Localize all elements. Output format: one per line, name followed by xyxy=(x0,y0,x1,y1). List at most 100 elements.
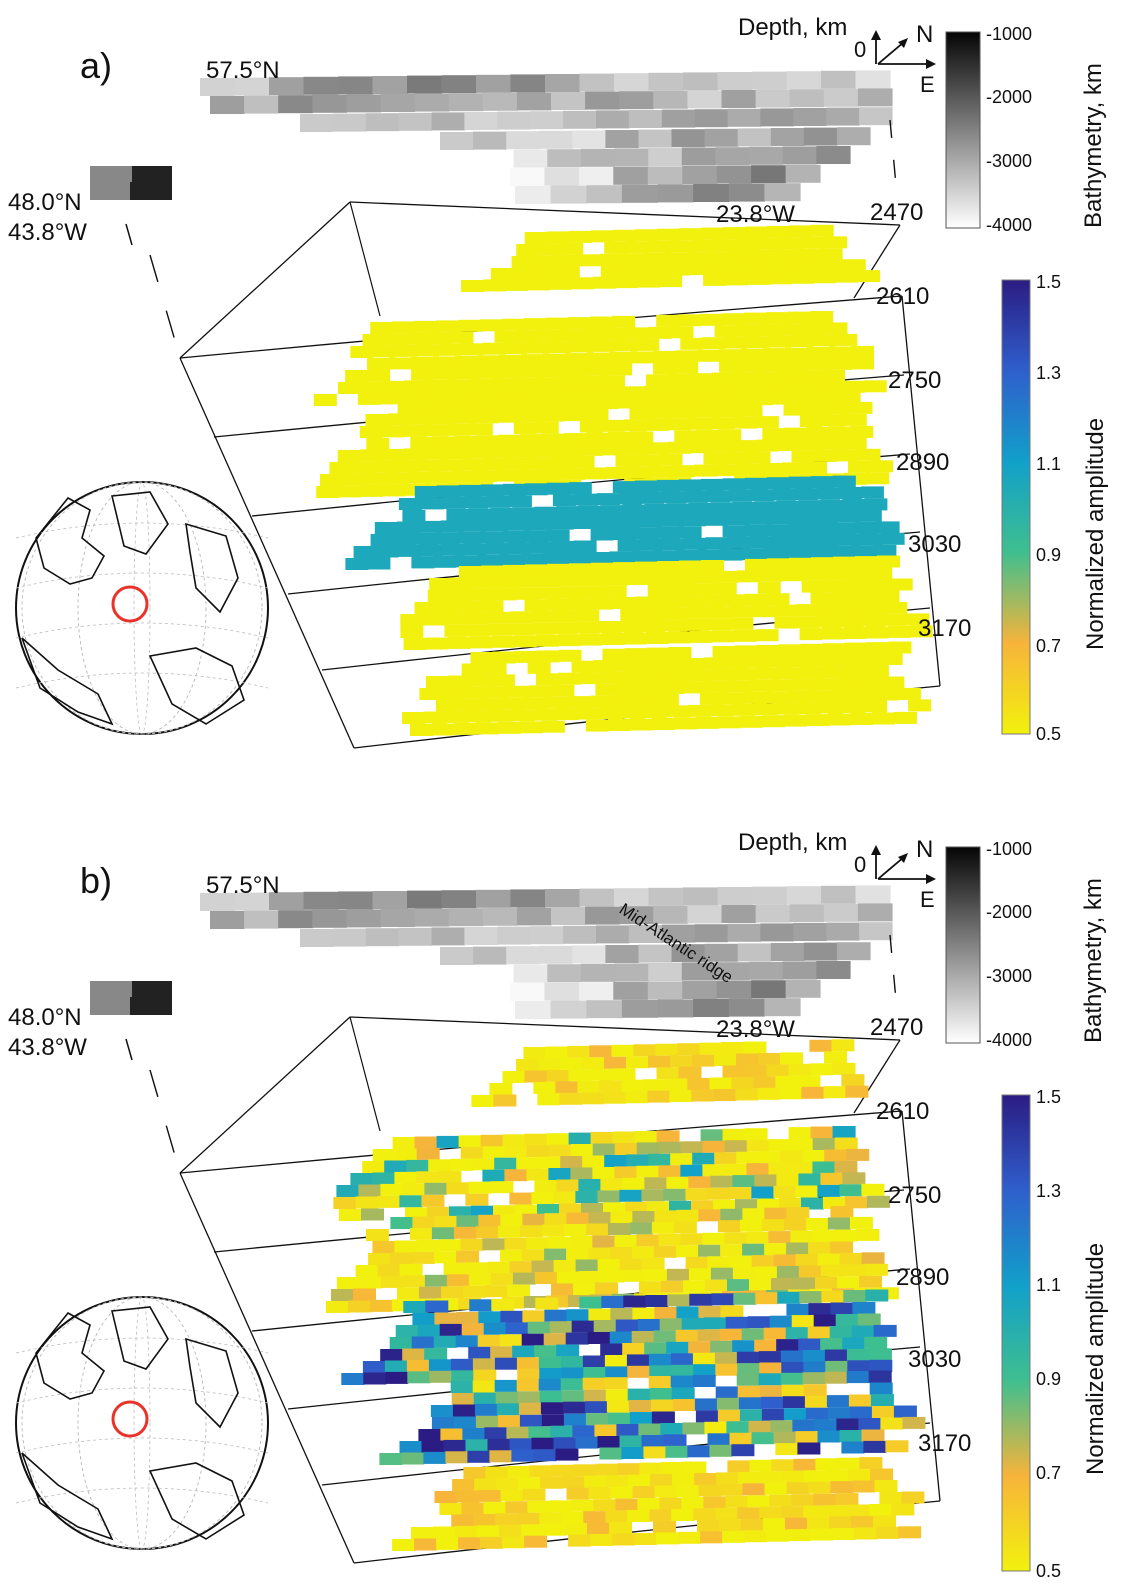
amplitude-cell xyxy=(839,1252,863,1265)
amplitude-cell xyxy=(610,1308,634,1320)
amplitude-cell xyxy=(522,1249,546,1262)
amplitude-cell xyxy=(497,1415,521,1428)
amplitude-cell xyxy=(475,1226,499,1239)
amplitude-cell xyxy=(829,346,852,359)
amplitude-cell xyxy=(579,1296,603,1309)
amplitude-cell xyxy=(879,1492,903,1504)
amplitude-cell xyxy=(604,1377,628,1390)
box-edge xyxy=(179,201,351,359)
amplitude-cell xyxy=(351,461,375,474)
amplitude-cell xyxy=(697,1329,721,1342)
amplitude-cell xyxy=(713,1199,736,1212)
amplitude-cell xyxy=(808,1242,832,1254)
amplitude-cell xyxy=(793,392,817,405)
amplitude-cell xyxy=(433,367,457,380)
svg-text:3030: 3030 xyxy=(908,1346,961,1373)
amplitude-cell xyxy=(588,1212,612,1224)
amplitude-cell xyxy=(760,463,783,475)
amplitude-cell xyxy=(528,518,552,531)
globe-inset xyxy=(15,1296,269,1550)
amplitude-cell xyxy=(667,670,691,682)
amplitude-cell xyxy=(601,1296,625,1308)
amplitude-cell xyxy=(821,666,845,679)
amplitude-cell xyxy=(590,1068,614,1081)
amplitude-cell xyxy=(499,1524,522,1537)
amplitude-cell xyxy=(824,1149,848,1162)
amplitude-cell xyxy=(720,1483,744,1496)
amplitude-cell xyxy=(763,359,787,372)
svg-text:1.3: 1.3 xyxy=(1036,363,1061,383)
amplitude-cell xyxy=(670,326,694,339)
amplitude-cell xyxy=(700,478,724,491)
amplitude-cell xyxy=(400,614,424,626)
amplitude-cell xyxy=(639,1462,663,1475)
amplitude-cell xyxy=(446,1182,470,1195)
amplitude-cell xyxy=(735,1199,758,1212)
amplitude-cell xyxy=(703,657,727,670)
bathymetry-cell xyxy=(579,73,615,92)
amplitude-cell xyxy=(338,382,361,394)
amplitude-cell xyxy=(399,1195,423,1208)
bathymetry-cell xyxy=(464,927,498,945)
amplitude-cell xyxy=(622,1269,646,1282)
box-edge xyxy=(901,1110,941,1502)
amplitude-cell xyxy=(830,1206,854,1218)
amplitude-cell xyxy=(880,1417,904,1430)
amplitude-cell xyxy=(406,1159,430,1172)
amplitude-cell xyxy=(719,548,743,561)
amplitude-cell xyxy=(748,1420,772,1433)
amplitude-cell xyxy=(568,230,592,243)
amplitude-cell xyxy=(467,390,491,403)
amplitude-cell xyxy=(452,470,475,483)
amplitude-cell xyxy=(559,1092,583,1105)
amplitude-cell xyxy=(755,439,779,452)
amplitude-cell xyxy=(817,1253,841,1266)
amplitude-cell xyxy=(579,420,603,433)
amplitude-cell xyxy=(554,622,578,635)
svg-text:0.7: 0.7 xyxy=(1036,1463,1061,1483)
amplitude-cell xyxy=(551,541,575,553)
amplitude-cell xyxy=(683,681,707,694)
amplitude-cell xyxy=(843,413,867,426)
amplitude-cell xyxy=(732,703,756,716)
amplitude-cell xyxy=(659,453,683,466)
box-edge xyxy=(149,1069,177,1160)
amplitude-cell xyxy=(686,618,710,631)
amplitude-cell xyxy=(407,1371,431,1384)
amplitude-cell xyxy=(468,1273,492,1286)
graticule-line xyxy=(21,1296,263,1550)
amplitude-cell xyxy=(618,492,642,505)
amplitude-cell xyxy=(599,253,623,266)
amplitude-cell xyxy=(687,1445,711,1458)
amplitude-cell xyxy=(687,1078,711,1090)
amplitude-cell xyxy=(488,623,512,636)
amplitude-cell xyxy=(763,1327,787,1340)
amplitude-cell xyxy=(704,1421,728,1434)
amplitude-cell xyxy=(757,1198,780,1211)
amplitude-cell xyxy=(643,1079,667,1092)
amplitude-cell xyxy=(773,1254,797,1267)
amplitude-cell xyxy=(782,1470,806,1483)
amplitude-cell xyxy=(719,349,742,362)
bathymetry-cell xyxy=(786,71,822,90)
amplitude-cell xyxy=(830,1302,854,1315)
amplitude-cell xyxy=(846,1148,870,1161)
amplitude-cell xyxy=(791,271,815,284)
amplitude-cell xyxy=(788,311,812,324)
amplitude-cell xyxy=(733,416,757,429)
amplitude-cell xyxy=(601,633,625,645)
amplitude-cell xyxy=(484,519,508,532)
amplitude-cell xyxy=(545,696,569,709)
amplitude-cell xyxy=(516,330,540,343)
amplitude-cell xyxy=(587,552,611,564)
svg-text:1.3: 1.3 xyxy=(1036,1181,1061,1201)
amplitude-cell xyxy=(458,1537,482,1550)
amplitude-cell xyxy=(848,460,871,473)
amplitude-cell xyxy=(621,386,645,399)
bathymetry-cell xyxy=(621,999,659,1018)
amplitude-cell xyxy=(755,416,779,429)
bathymetry-cell xyxy=(300,929,334,947)
amplitude-cell xyxy=(747,272,771,285)
amplitude-cell xyxy=(749,536,773,549)
amplitude-cell xyxy=(589,695,613,708)
